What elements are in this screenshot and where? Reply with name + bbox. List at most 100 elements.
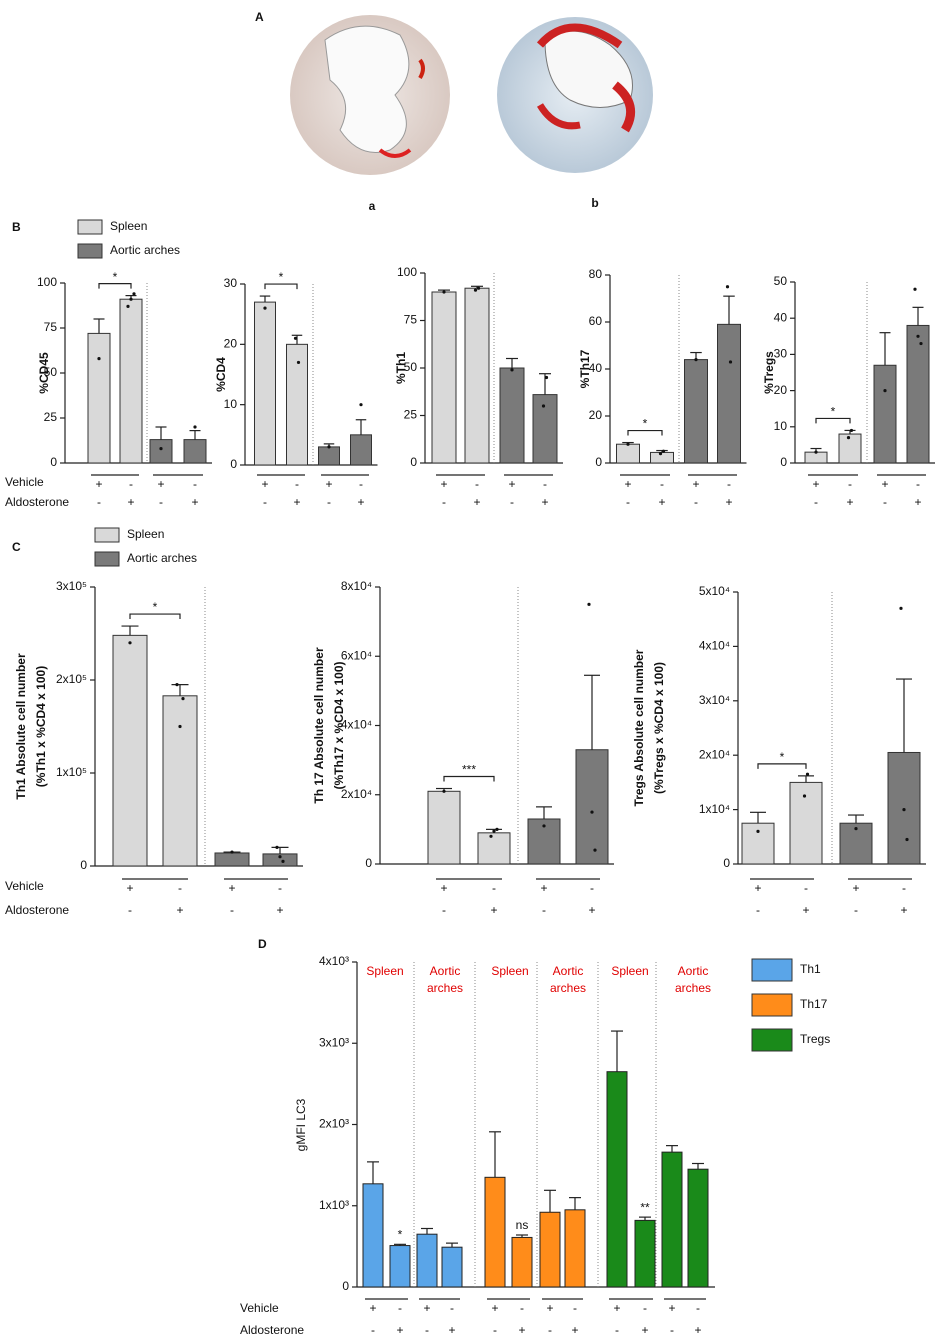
bar <box>477 832 511 865</box>
y-tick-label: 0 <box>780 455 787 469</box>
vehicle-sign: + <box>508 477 515 491</box>
aldosterone-sign: + <box>473 495 480 509</box>
aldosterone-sign: + <box>802 903 809 917</box>
histology-image-a <box>290 15 450 175</box>
vehicle-sign: + <box>440 477 447 491</box>
vehicle-sign: + <box>369 1301 376 1315</box>
panel-label: D <box>258 937 267 951</box>
vehicle-sign: + <box>440 881 447 895</box>
data-point <box>175 683 179 687</box>
vehicle-sign: + <box>325 477 332 491</box>
data-point <box>132 292 136 296</box>
y-tick-label: 2x10⁵ <box>56 672 87 686</box>
error-bar <box>611 1030 623 1072</box>
y-tick-label: 0 <box>595 455 602 469</box>
y-axis-label: %CD4 <box>214 357 228 392</box>
significance-label: * <box>398 1228 403 1242</box>
y-axis-label: %Tregs <box>762 351 776 394</box>
y-tick-label: 0 <box>50 455 57 469</box>
data-point <box>658 452 663 456</box>
data-point <box>814 450 818 454</box>
y-axis-label: %CD45 <box>37 352 51 394</box>
aldosterone-sign: - <box>442 495 446 509</box>
data-point <box>263 306 267 310</box>
aldosterone-sign: + <box>900 903 907 917</box>
vehicle-sign: - <box>804 881 808 895</box>
error-bar <box>666 1145 678 1153</box>
vehicle-sign: - <box>129 477 133 491</box>
vehicle-sign: + <box>668 1301 675 1315</box>
data-point <box>590 810 594 814</box>
bar <box>661 1151 683 1288</box>
bar <box>427 790 461 865</box>
bar <box>431 291 457 464</box>
significance-bracket <box>129 613 181 620</box>
panel-label: B <box>12 220 21 234</box>
image-label: a <box>369 199 376 213</box>
significance-label: ** <box>640 1200 650 1214</box>
panel-label: A <box>255 10 264 24</box>
aldosterone-sign: - <box>694 495 698 509</box>
y-tick-label: 100 <box>397 265 417 279</box>
vehicle-sign: + <box>95 477 102 491</box>
aldosterone-sign: - <box>442 903 446 917</box>
data-point <box>442 290 446 294</box>
vehicle-sign: + <box>812 477 819 491</box>
y-tick-label: 80 <box>589 267 603 281</box>
bar <box>183 439 207 464</box>
error-bar <box>896 678 912 753</box>
aldosterone-sign: + <box>571 1323 578 1337</box>
error-bar <box>271 846 289 854</box>
vehicle-sign: + <box>754 881 761 895</box>
bar <box>906 324 930 464</box>
aldosterone-sign: - <box>128 903 132 917</box>
y-axis-label: Tregs Absolute cell number <box>632 649 646 806</box>
data-point <box>281 859 285 863</box>
vehicle-sign: + <box>157 477 164 491</box>
aldosterone-sign: - <box>327 495 331 509</box>
data-point <box>916 334 920 338</box>
y-tick-label: 75 <box>404 313 418 327</box>
bar <box>511 1236 533 1288</box>
y-tick-label: 0 <box>723 856 730 870</box>
error-bar <box>506 357 518 368</box>
error-bar <box>155 426 167 440</box>
vehicle-sign: - <box>450 1301 454 1315</box>
error-bar <box>446 1242 458 1248</box>
y-tick-label: 0 <box>80 858 87 872</box>
row-label: Vehicle <box>5 475 44 489</box>
vehicle-sign: + <box>491 1301 498 1315</box>
bar <box>119 298 143 464</box>
y-tick-label: 0 <box>342 1279 349 1293</box>
y-axis-label: Th1 Absolute cell number <box>14 653 28 800</box>
significance-bracket <box>757 763 807 769</box>
bar <box>564 1209 586 1288</box>
aldosterone-sign: + <box>641 1323 648 1337</box>
aldosterone-sign: - <box>371 1323 375 1337</box>
section-label: arches <box>550 981 586 995</box>
data-point <box>694 358 698 362</box>
significance-label: * <box>643 417 648 431</box>
vehicle-sign: + <box>228 881 235 895</box>
y-tick-label: 4x10⁴ <box>341 718 372 732</box>
data-point <box>181 697 185 701</box>
bar <box>87 332 111 464</box>
significance-bracket <box>264 283 298 290</box>
aldosterone-sign: - <box>97 495 101 509</box>
vehicle-sign: + <box>852 881 859 895</box>
data-point <box>756 829 760 833</box>
y-tick-label: 10 <box>224 397 238 411</box>
legend-swatch <box>751 993 793 1017</box>
legend-label: Aortic arches <box>127 551 197 565</box>
aldosterone-sign: + <box>127 495 134 509</box>
error-bar <box>121 625 139 636</box>
vehicle-sign: - <box>492 881 496 895</box>
data-point <box>849 428 854 433</box>
aldosterone-sign: - <box>542 903 546 917</box>
significance-bracket <box>98 283 132 289</box>
vehicle-sign: - <box>916 477 920 491</box>
legend-swatch <box>94 551 120 567</box>
vehicle-sign: + <box>423 1301 430 1315</box>
legend-label: Spleen <box>127 527 164 541</box>
